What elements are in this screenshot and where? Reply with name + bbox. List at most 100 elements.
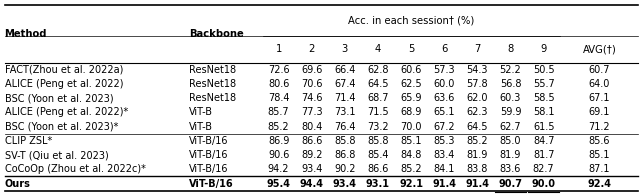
Text: 93.1: 93.1: [366, 179, 390, 189]
Text: 73.2: 73.2: [367, 122, 388, 132]
Text: CLIP ZSL*: CLIP ZSL*: [4, 136, 52, 146]
Text: 65.9: 65.9: [401, 93, 422, 103]
Text: CoCoOp (Zhou et al. 2022c)*: CoCoOp (Zhou et al. 2022c)*: [4, 164, 145, 174]
Text: 85.1: 85.1: [589, 150, 610, 160]
Text: 92.4: 92.4: [588, 179, 611, 189]
Text: 71.2: 71.2: [589, 122, 610, 132]
Text: 81.9: 81.9: [467, 150, 488, 160]
Text: 85.7: 85.7: [268, 107, 289, 117]
Text: 85.2: 85.2: [268, 122, 289, 132]
Text: 57.3: 57.3: [433, 65, 455, 75]
Text: 65.1: 65.1: [433, 107, 455, 117]
Text: 69.6: 69.6: [301, 65, 323, 75]
Text: 67.1: 67.1: [589, 93, 610, 103]
Text: BSC (Yoon et al. 2023): BSC (Yoon et al. 2023): [4, 93, 113, 103]
Text: 85.4: 85.4: [367, 150, 388, 160]
Text: ViT-B: ViT-B: [189, 122, 213, 132]
Text: 84.7: 84.7: [533, 136, 554, 146]
Text: 62.5: 62.5: [400, 79, 422, 89]
Text: Ours: Ours: [4, 179, 31, 189]
Text: 68.9: 68.9: [401, 107, 422, 117]
Text: FACT(Zhou et al. 2022a): FACT(Zhou et al. 2022a): [4, 65, 123, 75]
Text: Acc. in each session† (%): Acc. in each session† (%): [348, 16, 474, 26]
Text: 91.4: 91.4: [432, 179, 456, 189]
Text: 85.8: 85.8: [334, 136, 356, 146]
Text: ALICE (Peng et al. 2022): ALICE (Peng et al. 2022): [4, 79, 123, 89]
Text: 90.0: 90.0: [532, 179, 556, 189]
Text: 85.3: 85.3: [433, 136, 455, 146]
Text: 60.3: 60.3: [500, 93, 521, 103]
Text: ViT-B/16: ViT-B/16: [189, 179, 234, 189]
Text: Backbone: Backbone: [189, 29, 244, 39]
Text: 70.0: 70.0: [401, 122, 422, 132]
Text: 61.5: 61.5: [533, 122, 554, 132]
Text: 84.1: 84.1: [433, 164, 455, 174]
Text: 91.4: 91.4: [465, 179, 490, 189]
Text: 87.1: 87.1: [589, 164, 610, 174]
Text: 78.4: 78.4: [268, 93, 289, 103]
Text: 76.4: 76.4: [334, 122, 356, 132]
Text: 1: 1: [275, 44, 282, 54]
Text: 85.0: 85.0: [500, 136, 521, 146]
Text: 5: 5: [408, 44, 414, 54]
Text: 62.3: 62.3: [467, 107, 488, 117]
Text: AVG(†): AVG(†): [582, 44, 616, 54]
Text: 86.6: 86.6: [301, 136, 323, 146]
Text: 52.2: 52.2: [500, 65, 522, 75]
Text: 77.3: 77.3: [301, 107, 323, 117]
Text: 92.1: 92.1: [399, 179, 423, 189]
Text: 71.5: 71.5: [367, 107, 388, 117]
Text: 90.2: 90.2: [334, 164, 356, 174]
Text: 8: 8: [508, 44, 514, 54]
Text: 62.0: 62.0: [467, 93, 488, 103]
Text: 60.7: 60.7: [589, 65, 610, 75]
Text: 83.8: 83.8: [467, 164, 488, 174]
Text: 56.8: 56.8: [500, 79, 521, 89]
Text: 63.6: 63.6: [433, 93, 455, 103]
Text: 73.1: 73.1: [334, 107, 356, 117]
Text: 95.4: 95.4: [267, 179, 291, 189]
Text: 86.6: 86.6: [367, 164, 388, 174]
Text: 85.8: 85.8: [367, 136, 388, 146]
Text: 67.2: 67.2: [433, 122, 455, 132]
Text: SV-T (Qiu et al. 2023): SV-T (Qiu et al. 2023): [4, 150, 108, 160]
Text: 85.2: 85.2: [467, 136, 488, 146]
Text: 90.6: 90.6: [268, 150, 289, 160]
Text: ResNet18: ResNet18: [189, 79, 237, 89]
Text: 85.2: 85.2: [400, 164, 422, 174]
Text: ViT-B/16: ViT-B/16: [189, 164, 229, 174]
Text: 9: 9: [540, 44, 547, 54]
Text: 83.4: 83.4: [433, 150, 455, 160]
Text: 86.8: 86.8: [334, 150, 356, 160]
Text: 59.9: 59.9: [500, 107, 521, 117]
Text: 58.5: 58.5: [533, 93, 554, 103]
Text: 55.7: 55.7: [532, 79, 554, 89]
Text: 64.0: 64.0: [589, 79, 610, 89]
Text: 81.7: 81.7: [533, 150, 554, 160]
Text: ViT-B/16: ViT-B/16: [189, 150, 229, 160]
Text: 84.8: 84.8: [401, 150, 422, 160]
Text: 85.6: 85.6: [589, 136, 610, 146]
Text: 67.4: 67.4: [334, 79, 356, 89]
Text: 94.2: 94.2: [268, 164, 289, 174]
Text: 58.1: 58.1: [533, 107, 554, 117]
Text: 57.8: 57.8: [467, 79, 488, 89]
Text: 80.4: 80.4: [301, 122, 323, 132]
Text: 64.5: 64.5: [467, 122, 488, 132]
Text: ResNet18: ResNet18: [189, 65, 237, 75]
Text: 94.4: 94.4: [300, 179, 324, 189]
Text: 70.6: 70.6: [301, 79, 323, 89]
Text: ViT-B: ViT-B: [189, 107, 213, 117]
Text: 81.9: 81.9: [500, 150, 521, 160]
Text: 6: 6: [441, 44, 447, 54]
Text: ALICE (Peng et al. 2022)*: ALICE (Peng et al. 2022)*: [4, 107, 128, 117]
Text: 83.6: 83.6: [500, 164, 521, 174]
Text: 54.3: 54.3: [467, 65, 488, 75]
Text: 62.7: 62.7: [500, 122, 522, 132]
Text: 72.6: 72.6: [268, 65, 289, 75]
Text: 50.5: 50.5: [533, 65, 554, 75]
Text: 93.4: 93.4: [333, 179, 357, 189]
Text: 74.6: 74.6: [301, 93, 323, 103]
Text: 85.1: 85.1: [401, 136, 422, 146]
Text: ResNet18: ResNet18: [189, 93, 237, 103]
